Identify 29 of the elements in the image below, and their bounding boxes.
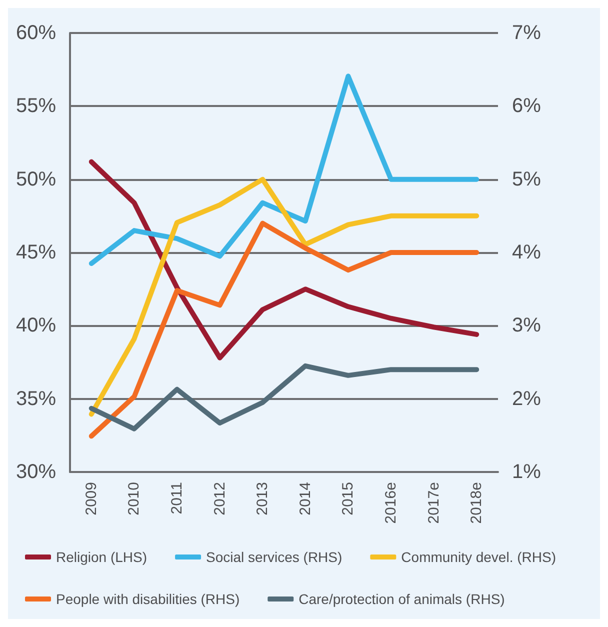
- y2-tick-label: 1%: [512, 461, 542, 483]
- legend-label: People with disabilities (RHS): [56, 591, 240, 607]
- x-tick-label: 2018e: [468, 482, 486, 524]
- legend-label: Religion (LHS): [56, 549, 148, 565]
- y-tick-label: 45%: [16, 242, 56, 264]
- y-tick-label: 50%: [16, 168, 56, 190]
- y-tick-label: 30%: [16, 461, 56, 483]
- y-tick-label: 35%: [16, 388, 56, 410]
- y2-tick-label: 2%: [512, 388, 542, 410]
- y2-tick-label: 3%: [512, 314, 542, 337]
- legend-label: Social services (RHS): [206, 549, 342, 565]
- legend-label: Care/protection of animals (RHS): [298, 591, 505, 607]
- y2-tick-label: 6%: [512, 95, 542, 118]
- y-tick-label: 40%: [16, 314, 56, 337]
- x-tick-label: 2017e: [425, 482, 442, 524]
- x-tick-label: 2010: [126, 482, 143, 516]
- y2-tick-label: 4%: [512, 242, 542, 264]
- x-tick-label: 2015: [340, 482, 357, 516]
- x-tick-label: 2014: [296, 482, 314, 516]
- x-tick-label: 2011: [168, 482, 186, 514]
- y2-tick-label: 7%: [512, 22, 542, 44]
- x-tick-label: 2012: [211, 482, 228, 516]
- x-tick-label: 2016e: [382, 482, 400, 524]
- y2-tick-label: 5%: [512, 168, 542, 190]
- y-tick-label: 55%: [16, 95, 56, 118]
- y-tick-label: 60%: [16, 22, 56, 44]
- x-tick-label: 2009: [82, 482, 100, 516]
- x-tick-label: 2013: [254, 482, 272, 516]
- legend-label: Community devel. (RHS): [401, 549, 556, 565]
